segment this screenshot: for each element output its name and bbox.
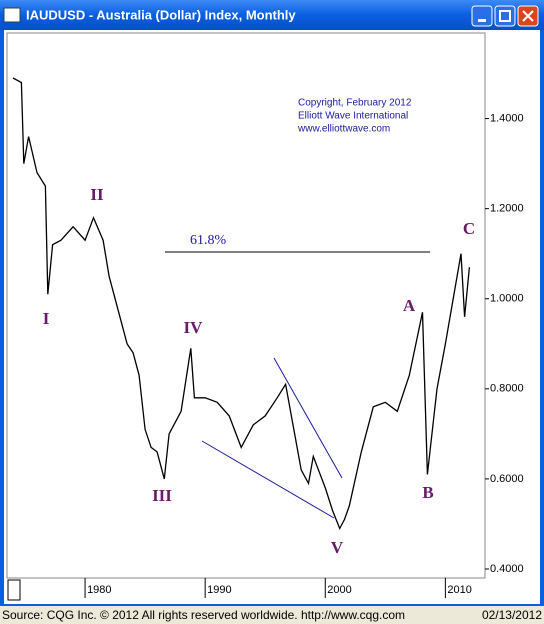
title-bar [0, 0, 544, 30]
wave-label: B [422, 483, 433, 502]
trend-line [273, 357, 343, 479]
close-icon [522, 10, 534, 22]
status-bar [0, 606, 544, 624]
wave-label: II [90, 185, 104, 204]
x-tick-label: 2000 [327, 584, 351, 596]
y-tick-label: 1.2000 [490, 203, 524, 215]
window-title: IAUDUSD - Australia (Dollar) Index, Mont… [26, 7, 296, 22]
x-tick-label: 1980 [87, 584, 111, 596]
wave-label: C [463, 219, 475, 238]
y-tick-label: 0.4000 [490, 563, 524, 575]
x-tick-label: 2010 [447, 584, 471, 596]
wave-label: I [43, 309, 50, 328]
x-tick-label: 1990 [207, 584, 231, 596]
footer-date: 02/13/2012 [482, 608, 542, 622]
scroll-box[interactable] [7, 579, 21, 601]
trend-line [201, 440, 335, 519]
minimize-icon [478, 19, 486, 22]
price-line [12, 77, 471, 531]
chart-background [4, 30, 540, 604]
y-tick-label: 0.6000 [490, 473, 524, 485]
wave-label: A [403, 296, 416, 315]
maximize-icon [499, 10, 511, 22]
fib-label: 61.8% [190, 233, 227, 248]
copyright: Copyright, February 2012 [298, 98, 412, 109]
footer-source: Source: CQG Inc. © 2012 All rights reser… [2, 608, 405, 622]
maximize-button[interactable] [494, 5, 516, 27]
y-tick-label: 1.0000 [490, 293, 524, 305]
wave-label: III [152, 486, 172, 505]
wave-label: IV [184, 318, 204, 337]
plot-frame [6, 32, 486, 579]
copyright: www.elliottwave.com [297, 124, 390, 135]
wave-label: V [331, 538, 344, 557]
minimize-button[interactable] [471, 5, 493, 27]
app-icon [3, 7, 21, 23]
y-tick-label: 1.4000 [490, 112, 524, 124]
copyright: Elliott Wave International [298, 111, 408, 122]
y-tick-label: 0.8000 [490, 383, 524, 395]
